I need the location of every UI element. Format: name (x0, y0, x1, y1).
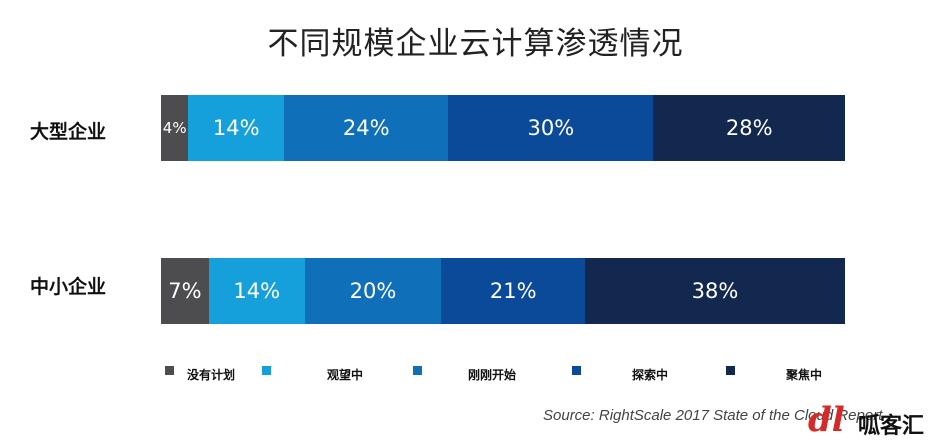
category-label-large: 大型企业 (30, 121, 107, 143)
bar-segment-sme-2: 14% (208, 258, 305, 324)
legend-item-watching: 观望中 (262, 366, 363, 382)
chart-title: 不同规模企业云计算渗透情况 (267, 26, 684, 62)
source-note: Source: RightScale 2017 State of the Clo… (543, 407, 883, 424)
bar-row-sme: 7% 14% 20% 21% 38% (161, 258, 845, 324)
bar-segment-large-enterprise-3: 24% (284, 95, 449, 161)
category-label-sme: 中小企业 (30, 276, 107, 298)
legend-swatch (262, 366, 271, 375)
legend-item-exploring: 探索中 (572, 366, 668, 382)
legend-item-focused: 聚焦中 (726, 366, 822, 382)
bar-segment-large-enterprise-2: 14% (188, 95, 285, 161)
legend-item-no-plan: 没有计划 (165, 366, 235, 382)
chart-legend: 没有计划 观望中 刚刚开始 探索中 聚焦中 (165, 366, 855, 386)
bar-segment-large-enterprise-4: 30% (448, 95, 654, 161)
watermark-text: 呱客汇 (858, 413, 925, 439)
legend-swatch (413, 366, 422, 375)
legend-swatch (165, 366, 174, 375)
bar-segment-sme-1: 7% (161, 258, 209, 324)
legend-swatch (726, 366, 735, 375)
legend-label: 刚刚开始 (468, 368, 517, 382)
bar-segment-large-enterprise-5: 28% (653, 95, 845, 161)
legend-label: 探索中 (632, 368, 669, 382)
bar-segment-sme-3: 20% (304, 258, 442, 324)
legend-label: 没有计划 (187, 368, 236, 382)
bar-segment-sme-4: 21% (441, 258, 586, 324)
legend-label: 聚焦中 (786, 368, 823, 382)
legend-label: 观望中 (327, 368, 364, 382)
bar-segment-sme-5: 38% (585, 258, 845, 324)
legend-swatch (572, 366, 581, 375)
bar-segment-large-enterprise-1: 4% (161, 95, 189, 161)
bar-row-large-enterprise: 4% 14% 24% 30% 28% (161, 95, 845, 161)
watermark-logo: dl (808, 400, 845, 440)
legend-item-just-started: 刚刚开始 (413, 366, 516, 382)
